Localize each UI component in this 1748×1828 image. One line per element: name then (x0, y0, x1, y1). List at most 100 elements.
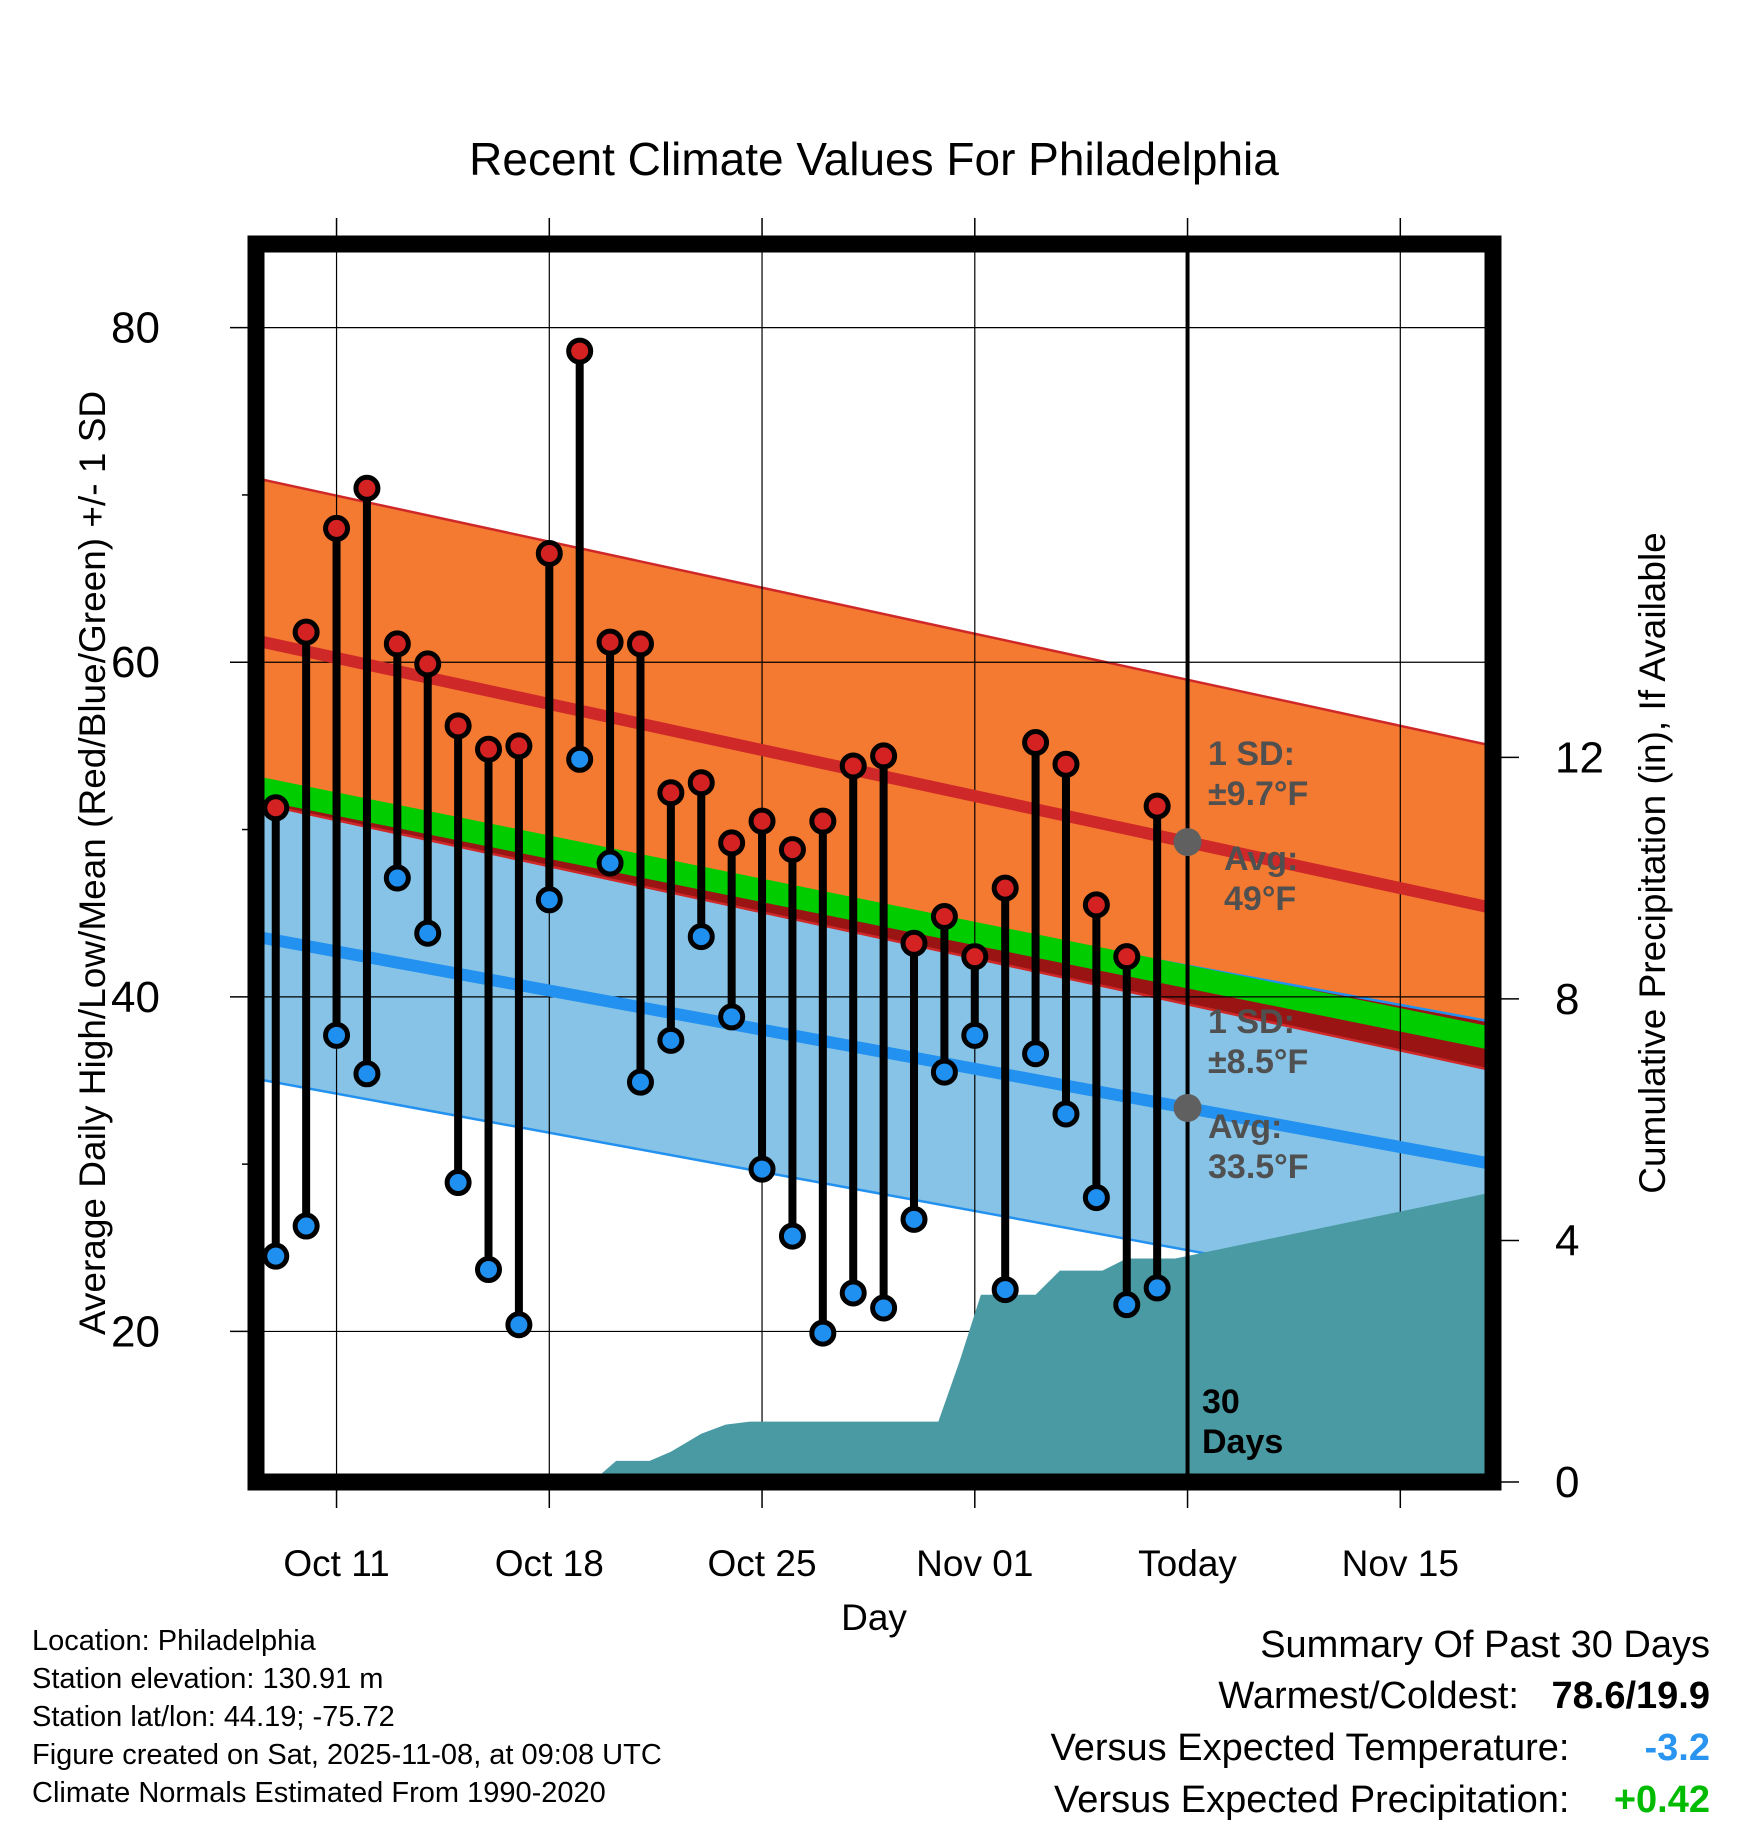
high-avg-annotation-line: 49°F (1224, 880, 1296, 918)
summary-panel: Summary Of Past 30 Days Warmest/Coldest:… (1051, 1620, 1710, 1826)
days-window-annotation: 30 Days (1202, 1383, 1283, 1461)
summary-precip-label: Versus Expected Precipitation: (1054, 1779, 1570, 1821)
y-tick-label: 60 (111, 638, 160, 687)
y2-axis-label: Cumulative Precipitation (in), If Availa… (1632, 532, 1673, 1194)
obs-low-point (961, 1021, 989, 1049)
obs-high-point (414, 650, 442, 678)
obs-high-point (505, 732, 533, 760)
low-sd-annotation-line: 1 SD: (1208, 1003, 1295, 1041)
high-band-bottom-edge (256, 801, 1493, 1072)
low-avg-annotation-line: Avg: (1208, 1108, 1282, 1146)
obs-high-point (444, 712, 472, 740)
summary-heading: Summary Of Past 30 Days (1260, 1624, 1710, 1666)
obs-high-point (626, 630, 654, 658)
high-avg-annotation: Avg: 49°F (1224, 840, 1298, 918)
x-tick-label: Nov 15 (1342, 1543, 1459, 1584)
normal-high-line (256, 634, 1493, 915)
obs-high-point (475, 735, 503, 763)
obs-low-point (839, 1279, 867, 1307)
obs-low-point (687, 923, 715, 951)
obs-low-point (778, 1222, 806, 1250)
obs-high-point (991, 874, 1019, 902)
obs-high-point (1052, 750, 1080, 778)
info-normals: Climate Normals Estimated From 1990-2020 (32, 1777, 606, 1809)
obs-high-point (262, 794, 290, 822)
x-tick-label: Today (1138, 1543, 1237, 1584)
obs-low-point (1022, 1040, 1050, 1068)
obs-low-point (930, 1058, 958, 1086)
normal-low-line (256, 930, 1493, 1171)
summary-temp-label: Versus Expected Temperature: (1050, 1727, 1570, 1769)
obs-high-point (535, 540, 563, 567)
obs-high-point (323, 514, 351, 542)
obs-high-point (657, 779, 685, 807)
y-tick-label: 80 (111, 304, 160, 353)
chart-title: Recent Climate Values For Philadelphia (469, 133, 1279, 185)
obs-low-point (383, 864, 411, 892)
x-tick-label: Oct 25 (708, 1543, 817, 1584)
obs-low-point (596, 849, 624, 877)
obs-high-point (900, 929, 928, 957)
obs-low-point (535, 886, 563, 914)
x-tick-label: Oct 18 (495, 1543, 604, 1584)
obs-low-point (566, 745, 594, 773)
days-window-annotation-line: Days (1202, 1423, 1283, 1461)
y-tick-label: 40 (111, 973, 160, 1022)
obs-low-point (870, 1294, 898, 1322)
obs-low-point (1052, 1100, 1080, 1128)
obs-low-point (991, 1276, 1019, 1304)
summary-warmest-row: Warmest/Coldest: 78.6/19.9 (1051, 1670, 1710, 1722)
high-avg-marker (1173, 828, 1202, 857)
obs-high-point (1022, 729, 1050, 757)
obs-high-point (778, 836, 806, 864)
low-avg-annotation: Avg: 33.5°F (1208, 1108, 1309, 1186)
x-tick-label: Oct 11 (283, 1543, 389, 1584)
y2-tick-label: 12 (1555, 733, 1604, 782)
high-avg-annotation-line: Avg: (1224, 840, 1298, 878)
x-axis-label: Day (841, 1597, 907, 1638)
obs-low-point (900, 1205, 928, 1233)
obs-high-point (809, 807, 837, 835)
summary-warmest-value: 78.6/19.9 (1551, 1675, 1710, 1717)
summary-precip-row: Versus Expected Precipitation: +0.42 (1051, 1774, 1710, 1826)
obs-high-point (1113, 943, 1141, 971)
obs-low-point (1143, 1274, 1171, 1302)
obs-low-point (292, 1212, 320, 1240)
obs-low-point (1113, 1291, 1141, 1319)
obs-high-point (292, 618, 320, 646)
high-sd-annotation-line: 1 SD: (1208, 735, 1295, 773)
mean-normal-band (256, 776, 1493, 1051)
low-sd-annotation-line: ±8.5°F (1208, 1043, 1308, 1081)
obs-high-point (839, 752, 867, 780)
info-created: Figure created on Sat, 2025-11-08, at 09… (32, 1739, 662, 1771)
y-axis-label: Average Daily High/Low/Mean (Red/Blue/Gr… (72, 391, 113, 1335)
info-elevation: Station elevation: 130.91 m (32, 1663, 384, 1695)
summary-precip-value: +0.42 (1613, 1779, 1710, 1821)
obs-low-point (444, 1169, 472, 1197)
obs-low-point (657, 1026, 685, 1054)
low-avg-annotation-line: 33.5°F (1208, 1148, 1309, 1186)
obs-high-point (383, 630, 411, 658)
obs-high-point (870, 742, 898, 770)
obs-high-point (353, 474, 381, 502)
obs-low-point (748, 1155, 776, 1183)
obs-high-point (596, 628, 624, 656)
days-window-annotation-line: 30 (1202, 1383, 1240, 1421)
precip-area (591, 1192, 1493, 1482)
obs-low-point (323, 1021, 351, 1049)
high-sd-annotation: 1 SD: ±9.7°F (1208, 735, 1308, 813)
obs-low-point (353, 1060, 381, 1088)
band-overlap (256, 794, 1493, 1071)
obs-low-point (475, 1256, 503, 1284)
low-sd-annotation: 1 SD: ±8.5°F (1208, 1003, 1308, 1081)
obs-low-point (809, 1319, 837, 1347)
obs-high-point (566, 337, 594, 365)
obs-low-point (718, 1003, 746, 1031)
obs-high-point (748, 807, 776, 835)
obs-high-point (718, 829, 746, 857)
obs-high-point (930, 903, 958, 931)
obs-high-point (1143, 792, 1171, 820)
y2-tick-label: 0 (1555, 1458, 1579, 1507)
y-tick-label: 20 (111, 1307, 160, 1356)
